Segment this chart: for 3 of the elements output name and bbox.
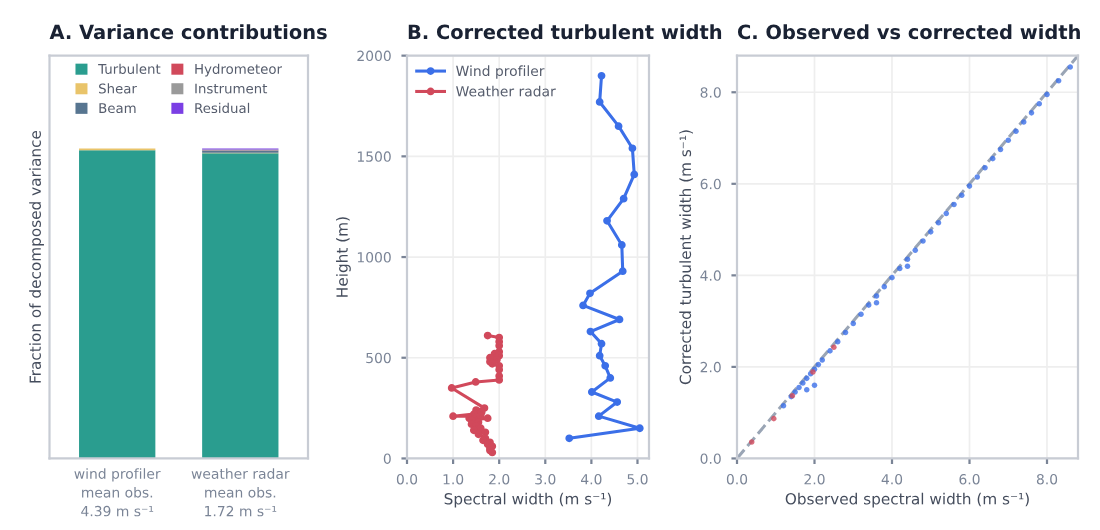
chart-title: C. Observed vs corrected width: [737, 24, 1080, 40]
chart-title: A. Variance contributions: [49, 24, 327, 40]
chart-title: B. Corrected turbulent width: [408, 24, 722, 40]
